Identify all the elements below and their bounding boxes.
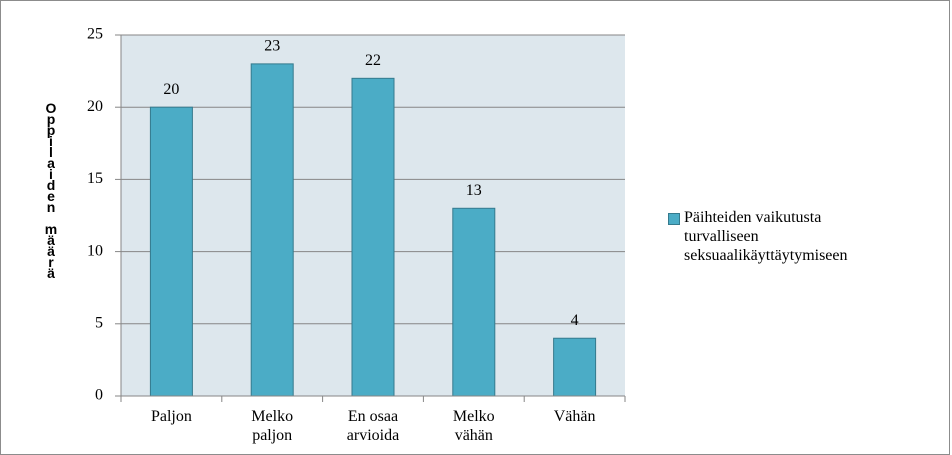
data-label: 23 — [264, 38, 280, 55]
legend-swatch — [668, 213, 680, 225]
y-tick-label: 20 — [87, 98, 103, 115]
x-tick-label: Vähän — [553, 408, 596, 425]
data-label: 22 — [365, 52, 381, 69]
bar — [149, 106, 193, 397]
x-tick-label: Paljon — [150, 408, 192, 425]
y-tick-label: 5 — [95, 314, 103, 331]
bar — [351, 77, 395, 397]
x-tick-label: Melko paljon — [251, 408, 294, 444]
legend-label: Päihteiden vaikutusta turvalliseen seksu… — [684, 209, 848, 264]
x-tick-label: Melko vähän — [452, 408, 495, 444]
data-label: 20 — [163, 81, 179, 98]
y-axis-label: Oppilaiden määrä — [43, 100, 59, 276]
bar — [250, 63, 294, 397]
y-tick-label: 0 — [95, 387, 103, 404]
y-tick-label: 25 — [87, 26, 103, 43]
data-label: 4 — [571, 312, 579, 329]
legend: Päihteiden vaikutusta turvalliseen seksu… — [668, 208, 864, 265]
bar — [553, 337, 597, 397]
x-tick-label: En osaa arvioida — [346, 408, 400, 444]
bar — [452, 207, 496, 397]
data-label: 13 — [466, 182, 482, 199]
y-tick-label: 10 — [87, 242, 103, 259]
y-tick-label: 15 — [87, 170, 103, 187]
